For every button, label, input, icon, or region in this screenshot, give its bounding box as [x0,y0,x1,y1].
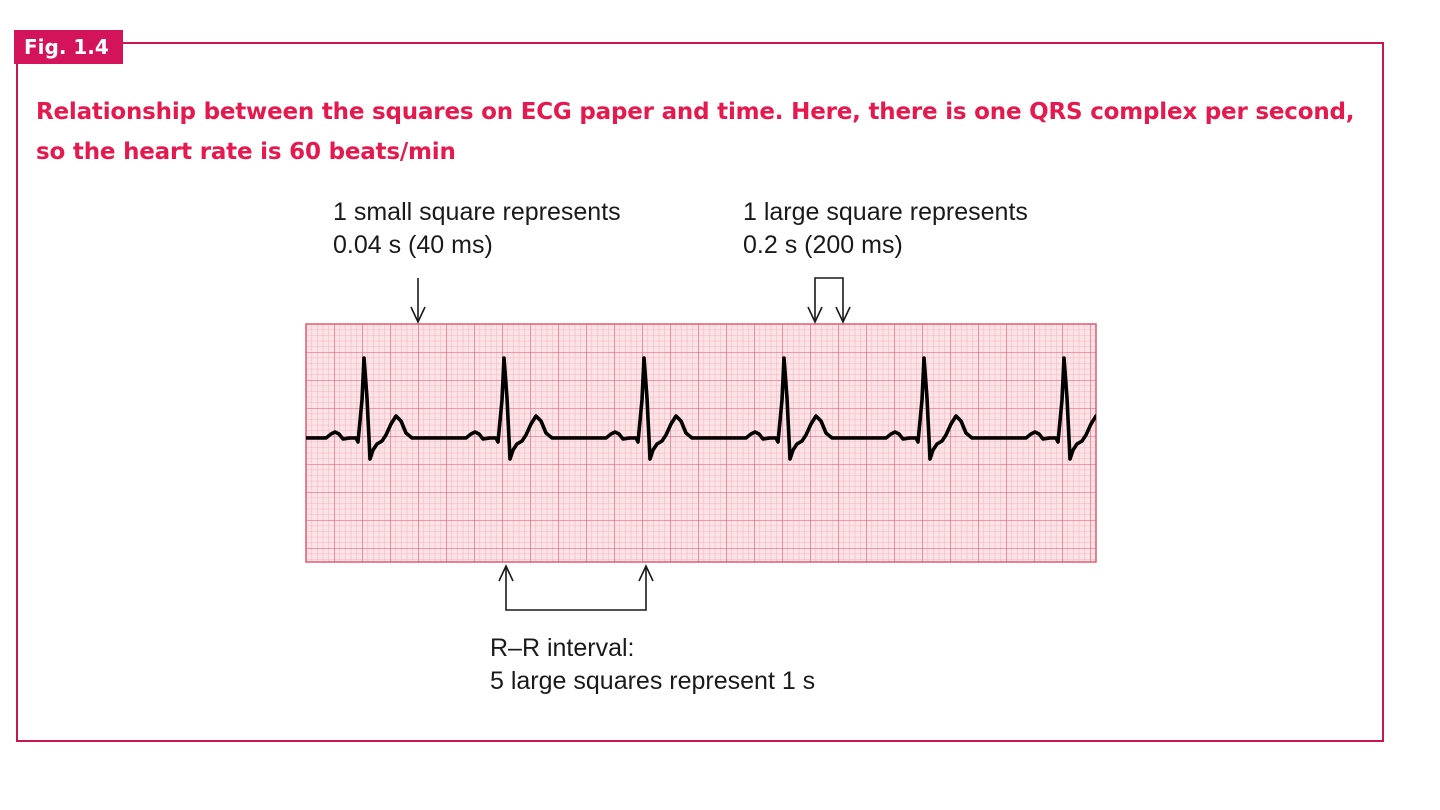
small-square-arrow [410,278,426,324]
large-square-annotation: 1 large square represents 0.2 s (200 ms) [743,196,1028,262]
large-square-text-line2: 0.2 s (200 ms) [743,231,903,259]
ecg-major-grid [306,324,1096,562]
ecg-trace [306,356,1096,461]
rr-interval-bracket [498,564,654,611]
small-square-annotation: 1 small square represents 0.04 s (40 ms) [333,196,621,262]
small-square-text-line1: 1 small square represents [333,198,621,226]
small-square-text-line2: 0.04 s (40 ms) [333,231,493,259]
figure-frame [16,42,1384,742]
figure-caption: Relationship between the squares on ECG … [36,99,1355,165]
rr-interval-text-line1: R–R interval: [490,634,635,662]
ecg-paper-border [305,323,1097,563]
figure-label: Fig. 1.4 [14,30,123,64]
large-square-bracket-arrow [807,277,851,324]
ecg-paper [305,323,1097,563]
large-square-text-line1: 1 large square represents [743,198,1028,226]
rr-interval-text-line2: 5 large squares represent 1 s [490,667,816,695]
rr-interval-annotation: R–R interval: 5 large squares represent … [490,632,815,698]
